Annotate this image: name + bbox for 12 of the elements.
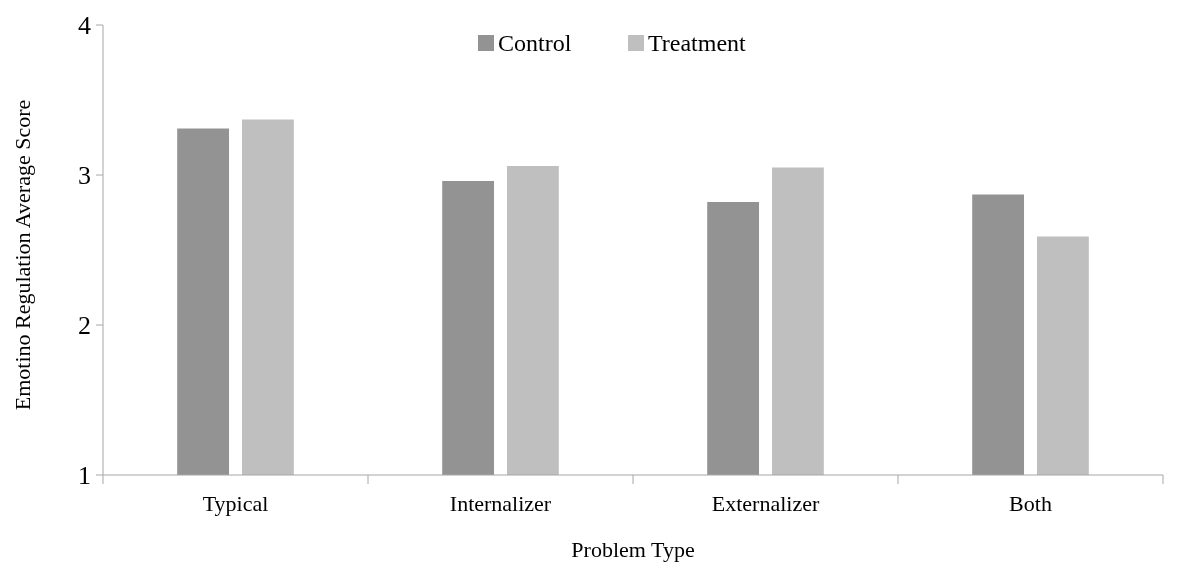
x-tick-label: Both	[1009, 491, 1052, 516]
x-axis-title: Problem Type	[571, 537, 695, 562]
y-tick-label: 2	[78, 311, 91, 341]
legend-label: Control	[498, 30, 572, 57]
x-tick-label: Externalizer	[711, 491, 820, 516]
x-tick-label: Internalizer	[449, 491, 552, 516]
legend-label: Treatment	[648, 30, 747, 57]
y-axis-title: Emotino Regulation Average Score	[10, 99, 35, 411]
y-tick-label: 1	[78, 461, 91, 491]
y-tick-label: 4	[78, 11, 91, 41]
x-tick-label: Typical	[202, 491, 269, 516]
y-tick-label: 3	[78, 161, 91, 191]
